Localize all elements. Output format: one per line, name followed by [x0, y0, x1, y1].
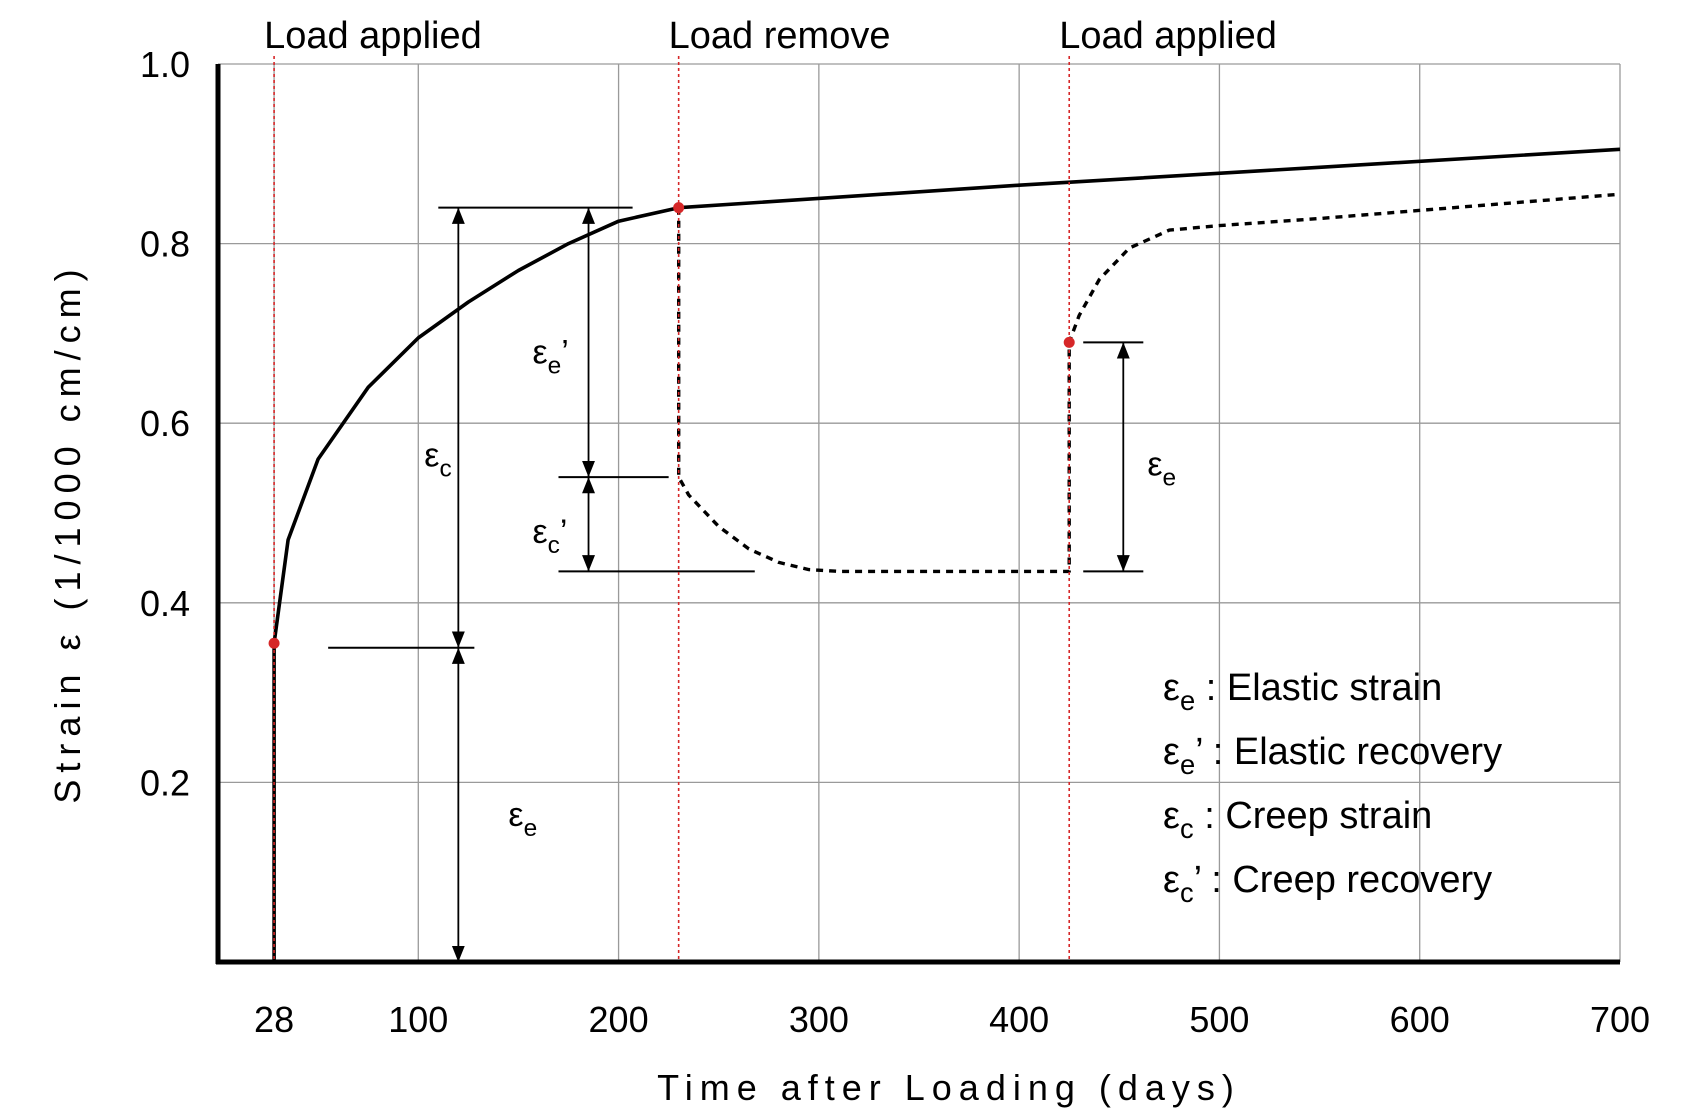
- event-label: Load remove: [669, 15, 891, 57]
- y-tick-label: 0.4: [140, 583, 190, 624]
- prime-and-text: : Elastic strain: [1195, 667, 1442, 709]
- epsilon-symbol: ε: [532, 333, 547, 371]
- legend-entry: εc : Creep strain: [1163, 795, 1432, 844]
- prime-and-text: ’: [560, 513, 568, 551]
- event-point: [268, 637, 280, 649]
- prime-and-text: ’ : Elastic recovery: [1195, 731, 1502, 773]
- strain-curves: [272, 147, 1621, 962]
- event-label: Load applied: [1059, 15, 1277, 57]
- axes: [215, 64, 1620, 965]
- x-tick-label: 300: [789, 999, 849, 1040]
- x-tick-label: 600: [1390, 999, 1450, 1040]
- epsilon-symbol: ε: [508, 796, 523, 834]
- tick-labels: 28 100 200 300 400 500 600 700 0.2 0.4 0.6 0.8 1.0: [140, 44, 1650, 1040]
- subscript: e: [524, 815, 538, 842]
- dimension-label: εc’: [532, 513, 567, 559]
- event-point: [673, 202, 685, 214]
- reference-lines: [328, 206, 1144, 649]
- prime-and-text: ’ : Creep recovery: [1194, 859, 1492, 901]
- dimension-label: εc: [424, 437, 451, 483]
- grid-lines: [218, 63, 1621, 962]
- epsilon-symbol: ε: [424, 437, 439, 475]
- subscript: e: [548, 352, 562, 379]
- subscript: e: [1162, 465, 1176, 492]
- x-axis-title: Time after Loading (days): [657, 1067, 1241, 1108]
- subscript: e: [1180, 749, 1195, 780]
- y-tick-label: 0.2: [140, 762, 190, 803]
- strain-curve: [272, 147, 1621, 962]
- recovery-curve: [677, 192, 1621, 574]
- epsilon-symbol: ε: [1163, 795, 1180, 837]
- x-tick-label: 700: [1590, 999, 1650, 1040]
- epsilon-symbol: ε: [1147, 446, 1162, 484]
- subscript: c: [1180, 877, 1194, 908]
- event-point: [1063, 336, 1075, 348]
- epsilon-symbol: ε: [1163, 859, 1180, 901]
- dimension-label: εe’: [532, 333, 568, 379]
- prime-and-text: ’: [561, 333, 569, 371]
- subscript: c: [1180, 813, 1194, 844]
- y-tick-label: 0.6: [140, 403, 190, 444]
- dimension-label: εe: [508, 796, 537, 842]
- dimension-label: εe: [1147, 446, 1176, 492]
- x-tick-label: 28: [254, 999, 294, 1040]
- epsilon-symbol: ε: [1163, 731, 1180, 773]
- subscript: c: [548, 532, 560, 559]
- legend-entry: εe’ : Elastic recovery: [1163, 731, 1502, 780]
- x-tick-label: 200: [589, 999, 649, 1040]
- y-tick-label: 0.8: [140, 224, 190, 265]
- legend-entry: εc’ : Creep recovery: [1163, 859, 1492, 908]
- load-events: Load applied Load remove Load applied: [264, 15, 1277, 962]
- epsilon-symbol: ε: [532, 513, 547, 551]
- x-tick-label: 500: [1189, 999, 1249, 1040]
- y-tick-label: 1.0: [140, 44, 190, 85]
- prime-and-text: : Creep strain: [1194, 795, 1433, 837]
- event-label: Load applied: [264, 15, 482, 57]
- x-tick-label: 100: [388, 999, 448, 1040]
- subscript: c: [439, 456, 451, 483]
- epsilon-symbol: ε: [1163, 667, 1180, 709]
- subscript: e: [1180, 685, 1195, 716]
- y-axis-title: Strain ε (1/1000 cm/cm): [47, 262, 88, 803]
- legend-entry: εe : Elastic strain: [1163, 667, 1442, 716]
- x-tick-label: 400: [989, 999, 1049, 1040]
